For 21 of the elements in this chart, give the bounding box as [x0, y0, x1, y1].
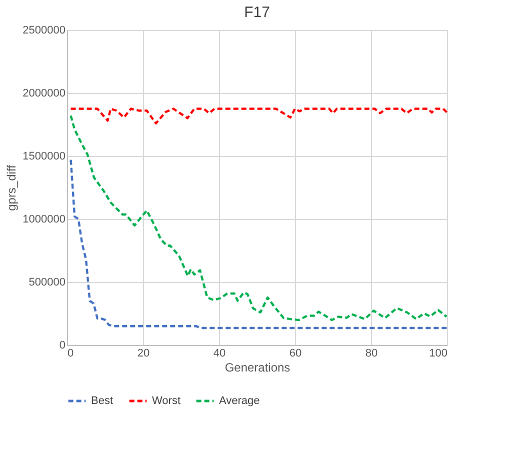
x-tick-label: 100	[429, 348, 448, 360]
legend-label: Worst	[152, 395, 181, 407]
x-tick-label: 0	[68, 348, 74, 360]
y-tick-label: 2500000	[22, 24, 66, 36]
x-axis-title: Generations	[224, 360, 290, 374]
chart-title: F17	[244, 4, 270, 21]
y-tick-label: 1500000	[22, 150, 66, 162]
y-tick-label: 500000	[28, 276, 66, 288]
line-series	[70, 114, 448, 322]
line-series	[70, 108, 448, 124]
x-tick-label: 60	[289, 348, 302, 360]
x-tick-label: 80	[365, 348, 378, 360]
y-tick-label: 1000000	[22, 214, 66, 226]
y-tick-label: 0	[59, 340, 66, 352]
x-tick-label: 20	[137, 348, 150, 360]
legend-label: Average	[219, 395, 260, 407]
y-axis-title: gprs_diff	[4, 164, 19, 211]
y-tick-label: 2000000	[22, 88, 66, 100]
legend-label: Best	[91, 395, 114, 407]
line-series	[70, 158, 448, 330]
x-tick-label: 40	[213, 348, 226, 360]
